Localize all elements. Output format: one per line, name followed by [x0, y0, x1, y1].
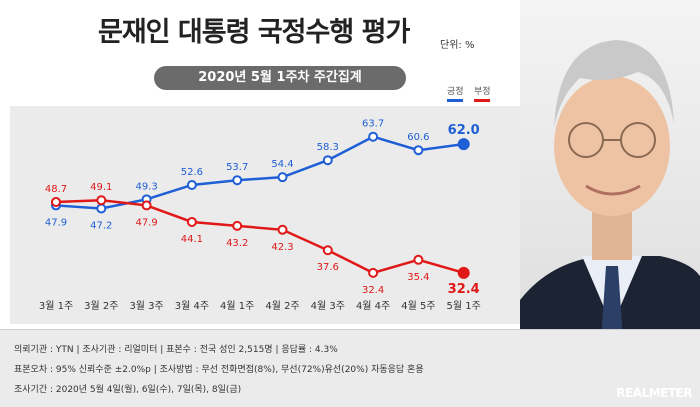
- approve-data-label: 49.3: [135, 181, 157, 192]
- disapprove-point: [186, 216, 197, 227]
- approve-point: [413, 145, 424, 156]
- legend-disapprove: 부정: [474, 84, 491, 102]
- disapprove-data-label: 37.6: [317, 262, 339, 273]
- disapprove-point: [232, 220, 243, 231]
- disapprove-point: [368, 267, 379, 278]
- disapprove-data-label: 44.1: [181, 234, 203, 245]
- x-tick-label: 5월 1주: [447, 300, 481, 312]
- x-tick-label: 3월 4주: [175, 300, 209, 312]
- x-tick-label: 3월 2주: [84, 300, 118, 312]
- approve-point: [186, 179, 197, 190]
- approve-data-label: 54.4: [271, 159, 293, 170]
- disapprove-point: [51, 196, 61, 207]
- legend-approve-swatch: [447, 99, 463, 102]
- approve-data-label: 60.6: [407, 132, 429, 143]
- x-tick-label: 4월 4주: [356, 300, 390, 312]
- x-tick-label: 4월 5주: [401, 300, 435, 312]
- disapprove-point: [322, 245, 333, 256]
- x-tick-label: 3월 1주: [39, 300, 73, 312]
- legend-approve-label: 긍정: [447, 87, 464, 97]
- page-title: 문재인 대통령 국정수행 평가: [98, 17, 410, 48]
- survey-info-line-1: 의뢰기관 : YTN | 조사기관 : 리얼미터 | 표본수 : 전국 성인 2…: [14, 345, 338, 355]
- legend-disapprove-swatch: [474, 99, 490, 102]
- disapprove-point: [96, 195, 107, 206]
- unit-label: 단위: %: [440, 40, 475, 51]
- disapprove-point: [413, 254, 424, 265]
- disapprove-data-label: 47.9: [135, 217, 157, 228]
- legend-disapprove-label: 부정: [474, 87, 491, 97]
- approve-point: [457, 138, 470, 151]
- approve-data-label: 47.9: [45, 217, 67, 228]
- x-tick-label: 3월 3주: [129, 300, 163, 312]
- approve-data-label: 62.0: [448, 123, 480, 138]
- approve-point: [368, 131, 379, 142]
- approve-data-label: 63.7: [362, 119, 384, 130]
- x-tick-label: 4월 3주: [311, 300, 345, 312]
- disapprove-line: [55, 198, 465, 275]
- approve-data-label: 58.3: [317, 142, 339, 153]
- approve-point: [96, 203, 107, 214]
- x-tick-label: 4월 1주: [220, 300, 254, 312]
- x-tick-label: 4월 2주: [265, 300, 299, 312]
- survey-info-line-2: 표본오차 : 95% 신뢰수준 ±2.0%p | 조사방법 : 무선 전화면접(…: [14, 365, 424, 375]
- approve-point: [322, 155, 333, 166]
- disapprove-point: [277, 224, 288, 235]
- approve-line: [55, 135, 464, 210]
- disapprove-data-label: 32.4: [362, 285, 384, 296]
- disapprove-data-label: 43.2: [226, 238, 248, 249]
- disapprove-data-label: 42.3: [271, 242, 293, 253]
- approve-point: [232, 175, 243, 186]
- disapprove-point: [457, 266, 470, 279]
- disapprove-data-label: 32.4: [448, 282, 480, 297]
- disapprove-data-label: 49.1: [90, 182, 112, 193]
- approve-data-label: 47.2: [90, 220, 112, 231]
- survey-info: 의뢰기관 : YTN | 조사기관 : 리얼미터 | 표본수 : 전국 성인 2…: [0, 329, 700, 407]
- approve-data-label: 52.6: [181, 167, 203, 178]
- brand-logo: REALMETER: [616, 386, 692, 400]
- disapprove-data-label: 35.4: [407, 272, 429, 283]
- disapprove-data-label: 48.7: [45, 184, 67, 195]
- survey-info-line-3: 조사기간 : 2020년 5월 4일(월), 6일(수), 7일(목), 8일(…: [14, 385, 242, 395]
- subtitle-bar: 2020년 5월 1주차 주간집계: [154, 66, 406, 90]
- legend-approve: 긍정: [447, 84, 464, 102]
- approve-data-label: 53.7: [226, 162, 248, 173]
- approve-point: [277, 172, 288, 183]
- disapprove-point: [141, 200, 152, 211]
